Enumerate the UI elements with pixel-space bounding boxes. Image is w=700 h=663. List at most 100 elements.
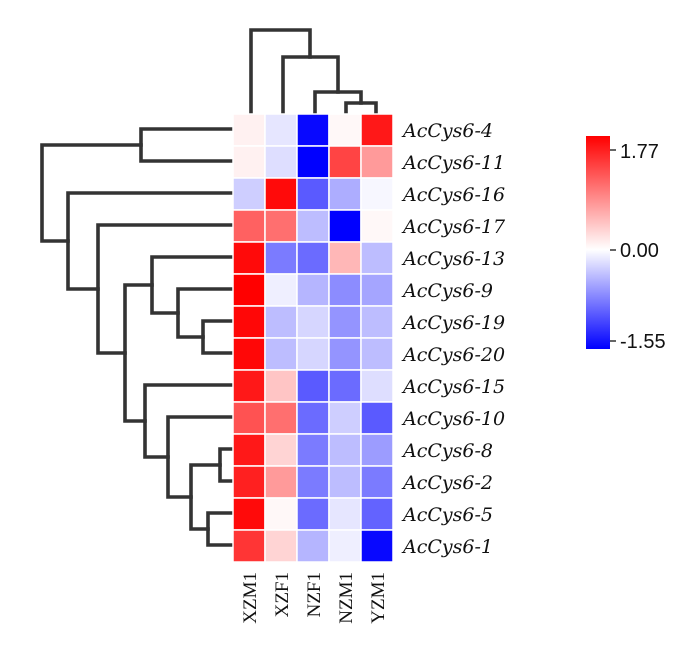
heatmap-cell (232, 401, 266, 435)
heatmap-cell (328, 209, 362, 243)
column-labels: XZM1 XZF1 NZF1 NZM1 YZM1 (240, 572, 389, 624)
heatmap-cell (232, 273, 266, 307)
column-label: NZF1 (304, 572, 325, 617)
row-label: AcCys6-10 (401, 408, 505, 430)
heatmap-cell (264, 305, 298, 339)
heatmap-cell (232, 529, 266, 563)
heatmap-cell (360, 273, 394, 307)
heatmap-cell (232, 209, 266, 243)
row-labels: AcCys6-4 AcCys6-11 AcCys6-16 AcCys6-17 AcCys… (401, 120, 506, 558)
heatmap-cell (296, 241, 330, 275)
column-dendrogram (249, 28, 378, 116)
heatmap-cell (296, 401, 330, 435)
row-label: AcCys6-2 (401, 472, 493, 494)
row-label: AcCys6-13 (401, 248, 505, 270)
heatmap-cell (328, 433, 362, 467)
heatmap-cell (264, 209, 298, 243)
heatmap-cell (360, 497, 394, 531)
heatmap-cells (232, 113, 394, 563)
heatmap-cell (232, 433, 266, 467)
heatmap-cell (264, 273, 298, 307)
heatmap-cell (296, 273, 330, 307)
heatmap-cell (264, 145, 298, 179)
heatmap-cell (296, 209, 330, 243)
heatmap-cell (232, 465, 266, 499)
heatmap-cell (264, 433, 298, 467)
heatmap-cell (360, 529, 394, 563)
heatmap-cell (296, 433, 330, 467)
heatmap-cell (232, 369, 266, 403)
column-label: NZM1 (336, 572, 357, 624)
row-label: AcCys6-11 (401, 152, 505, 174)
column-label: YZM1 (368, 572, 389, 624)
heatmap-cell (328, 529, 362, 563)
heatmap-cell (264, 241, 298, 275)
row-label: AcCys6-17 (401, 216, 506, 238)
row-label: AcCys6-1 (401, 536, 493, 558)
heatmap-cell (360, 305, 394, 339)
heatmap-cell (328, 273, 362, 307)
heatmap-cell (296, 337, 330, 371)
heatmap-cell (264, 497, 298, 531)
heatmap-cell (360, 401, 394, 435)
heatmap-cell (296, 369, 330, 403)
heatmap-cell (328, 497, 362, 531)
legend-min-label: -1.55 (620, 331, 666, 353)
row-label: AcCys6-20 (401, 344, 505, 366)
heatmap-cell (296, 497, 330, 531)
heatmap-cell (328, 337, 362, 371)
legend-colorbar (586, 136, 610, 349)
heatmap-cell (232, 497, 266, 531)
heatmap-cell (264, 401, 298, 435)
heatmap-cell (328, 177, 362, 211)
row-label: AcCys6-8 (401, 440, 493, 462)
column-label: XZF1 (272, 572, 293, 617)
heatmap-cell (296, 113, 330, 147)
heatmap-cell (264, 369, 298, 403)
heatmap-cell (328, 145, 362, 179)
heatmap-cell (232, 113, 266, 147)
row-label: AcCys6-19 (401, 312, 505, 334)
heatmap-cell (360, 241, 394, 275)
heatmap-cell (296, 177, 330, 211)
row-label: AcCys6-9 (401, 280, 493, 302)
heatmap-cell (360, 145, 394, 179)
heatmap-cell (328, 241, 362, 275)
heatmap-cell (264, 337, 298, 371)
legend-max-label: 1.77 (620, 141, 659, 163)
heatmap-cell (232, 337, 266, 371)
row-label: AcCys6-16 (401, 184, 505, 206)
heatmap-cell (328, 369, 362, 403)
legend-mid-label: 0.00 (620, 240, 659, 262)
heatmap-cell (360, 337, 394, 371)
heatmap-cell (360, 177, 394, 211)
heatmap-cell (296, 145, 330, 179)
heatmap-cell (264, 113, 298, 147)
row-label: AcCys6-4 (401, 120, 493, 142)
column-label: XZM1 (240, 572, 261, 624)
heatmap-cell (360, 209, 394, 243)
heatmap-cell (264, 529, 298, 563)
row-label: AcCys6-15 (401, 376, 505, 398)
heatmap-cell (360, 465, 394, 499)
heatmap-cell (232, 145, 266, 179)
heatmap-cell (296, 465, 330, 499)
heatmap-cell (264, 465, 298, 499)
heatmap-cell (232, 305, 266, 339)
heatmap-cell (296, 305, 330, 339)
heatmap-cell (328, 113, 362, 147)
heatmap-cell (360, 433, 394, 467)
color-legend: 1.77 0.00 -1.55 (586, 136, 666, 353)
heatmap-cell (232, 177, 266, 211)
heatmap-cell (360, 113, 394, 147)
heatmap-cell (328, 465, 362, 499)
heatmap-cell (264, 177, 298, 211)
heatmap-cell (328, 305, 362, 339)
row-label: AcCys6-5 (401, 504, 493, 526)
row-dendrogram (40, 127, 235, 547)
heatmap-cell (360, 369, 394, 403)
heatmap-cell (296, 529, 330, 563)
heatmap-cell (232, 241, 266, 275)
heatmap-cell (328, 401, 362, 435)
